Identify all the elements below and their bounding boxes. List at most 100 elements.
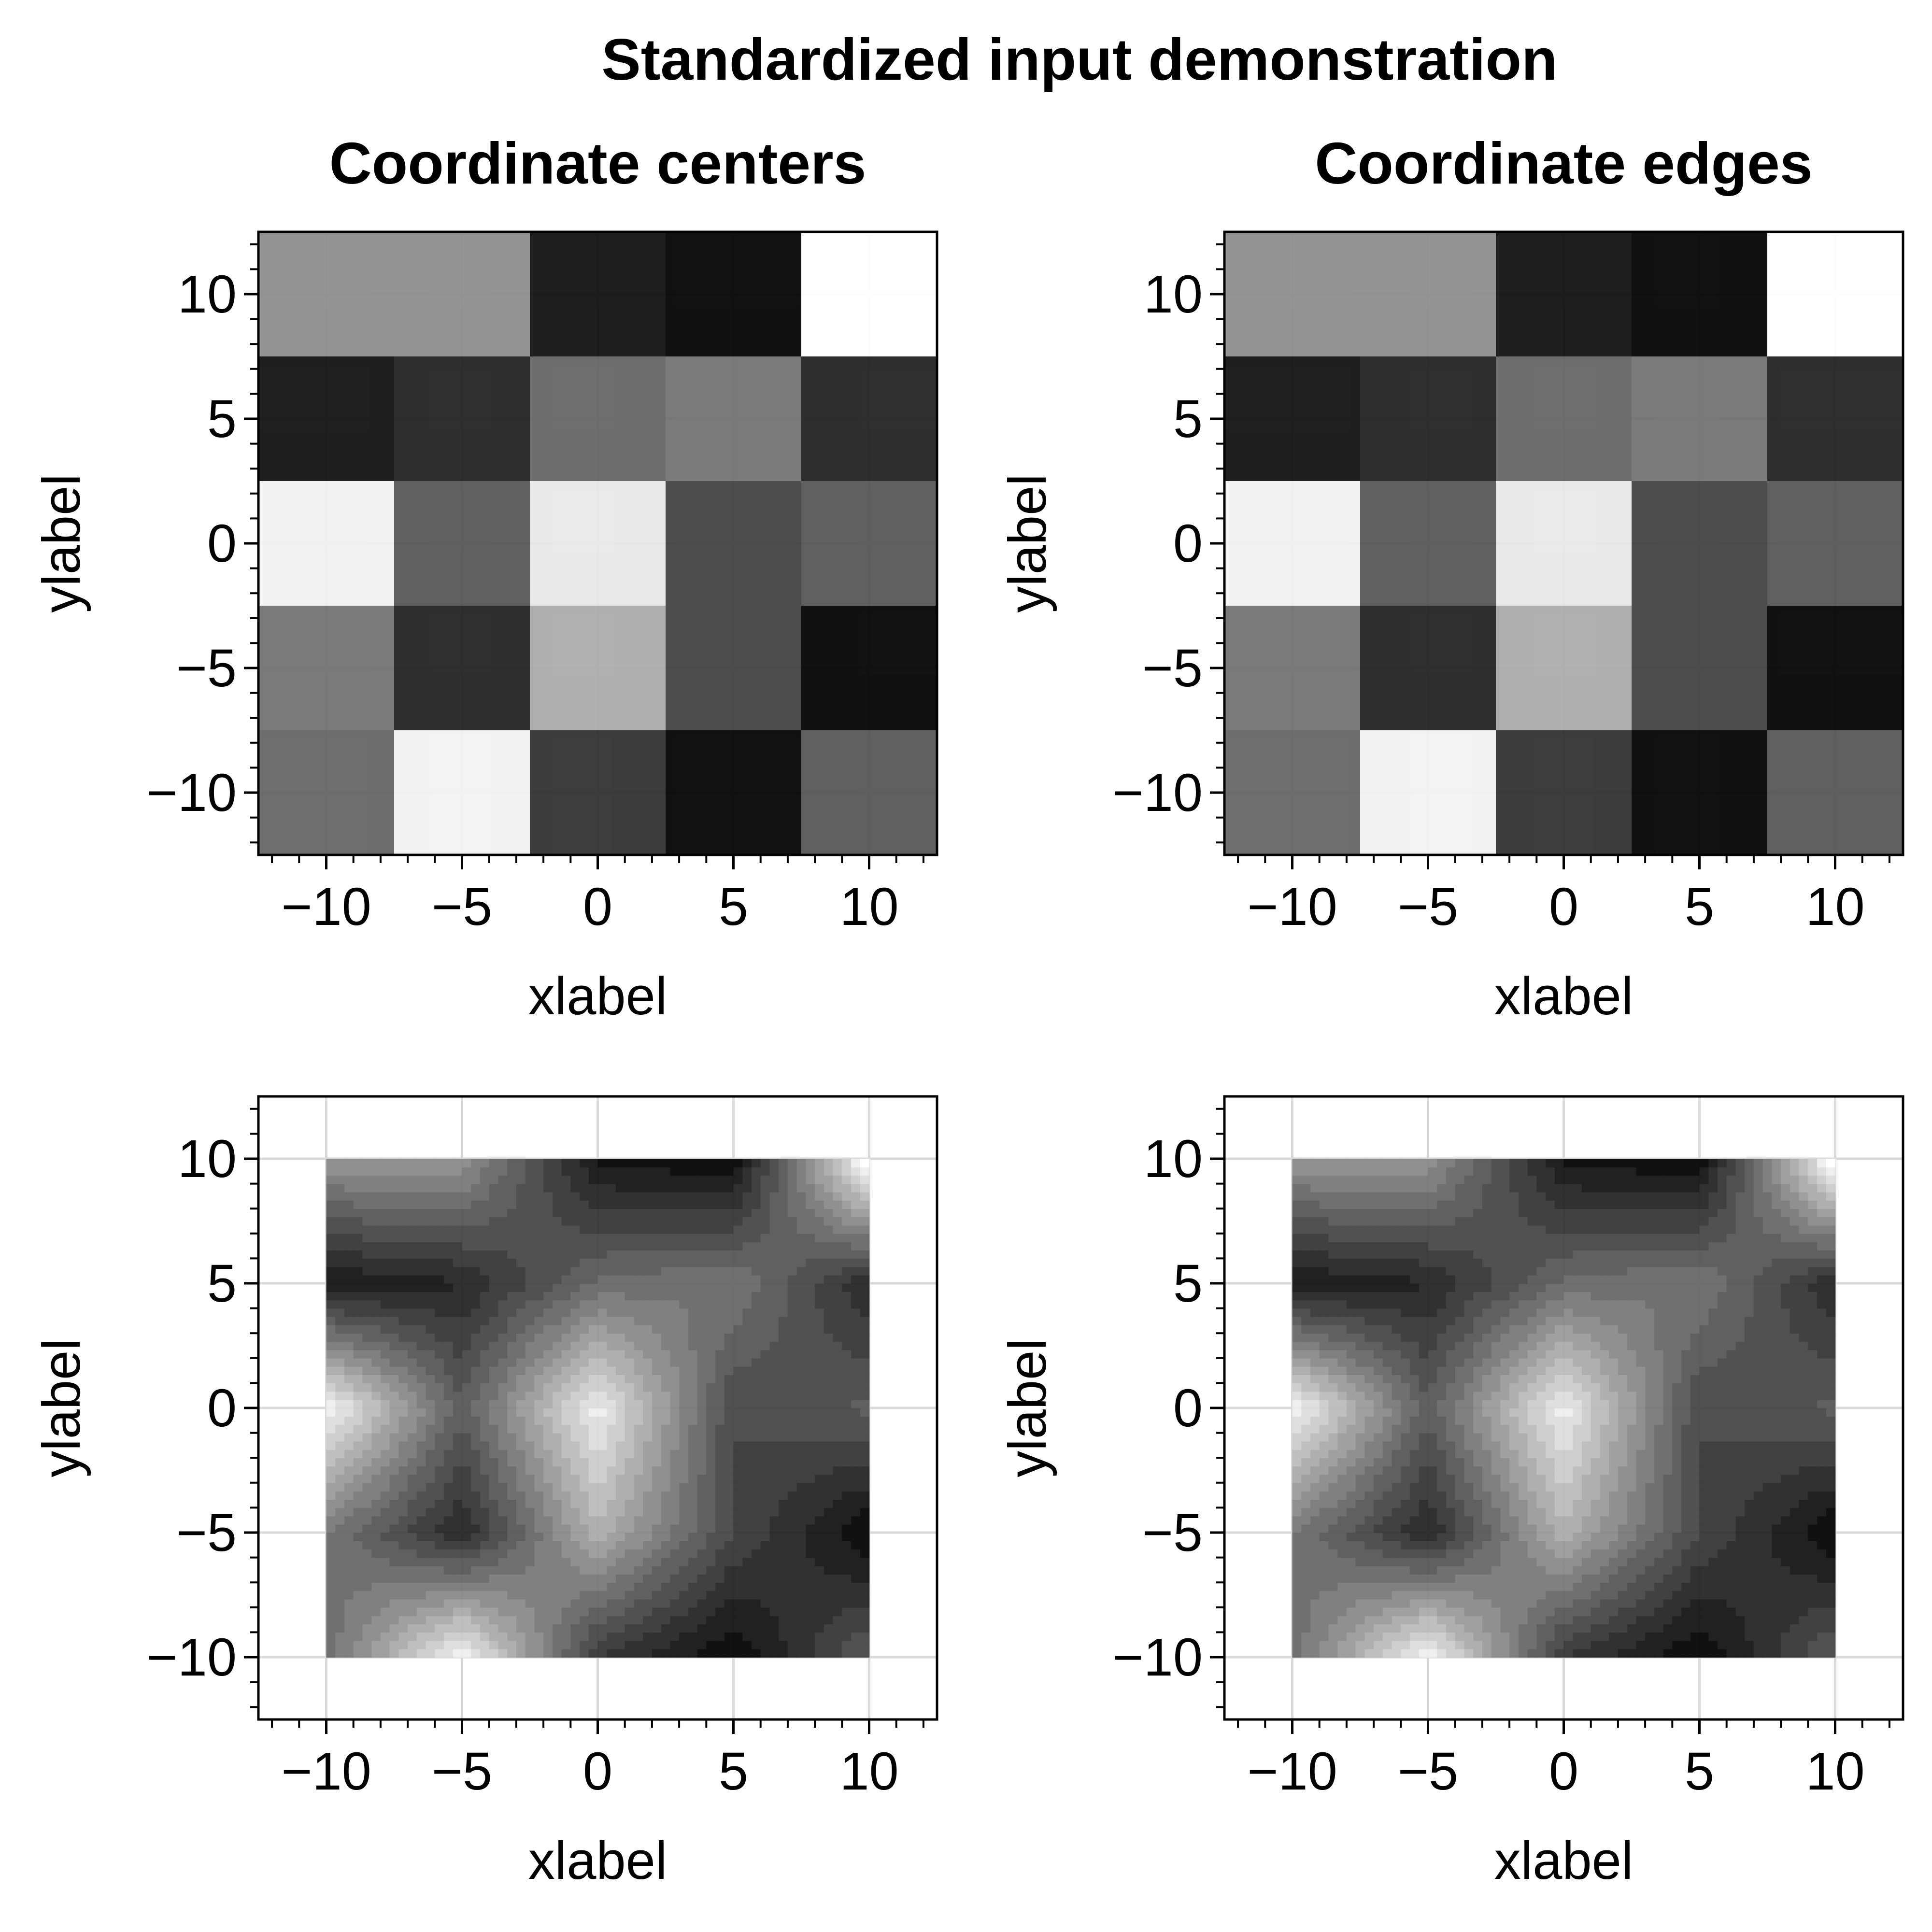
contour-cell bbox=[561, 1300, 571, 1309]
contour-cell bbox=[561, 1217, 571, 1226]
contour-cell bbox=[1527, 1599, 1537, 1608]
contour-cell bbox=[779, 1258, 788, 1267]
contour-cell bbox=[444, 1507, 454, 1517]
contour-cell bbox=[1591, 1599, 1601, 1608]
contour-cell bbox=[824, 1607, 834, 1616]
contour-cell bbox=[697, 1466, 707, 1475]
contour-cell bbox=[706, 1225, 716, 1234]
contour-cell bbox=[1482, 1591, 1492, 1600]
contour-cell bbox=[335, 1225, 345, 1234]
contour-cell bbox=[1437, 1516, 1447, 1525]
contour-cell bbox=[380, 1233, 390, 1242]
contour-cell bbox=[1455, 1557, 1465, 1566]
contour-cell bbox=[534, 1441, 544, 1450]
contour-cell bbox=[1781, 1541, 1790, 1550]
contour-cell bbox=[408, 1408, 417, 1417]
contour-cell bbox=[471, 1233, 481, 1242]
contour-cell bbox=[643, 1192, 653, 1201]
contour-cell bbox=[362, 1200, 372, 1209]
contour-cell bbox=[842, 1482, 852, 1492]
contour-cell bbox=[615, 1308, 625, 1317]
contour-cell bbox=[1600, 1607, 1609, 1616]
contour-cell bbox=[1527, 1533, 1537, 1541]
contour-cell bbox=[715, 1591, 725, 1600]
contour-cell bbox=[543, 1441, 553, 1450]
contour-cell bbox=[1437, 1524, 1447, 1533]
contour-cell bbox=[1419, 1533, 1429, 1541]
contour-cell bbox=[679, 1208, 689, 1218]
contour-cell bbox=[1419, 1541, 1429, 1550]
contour-cell bbox=[344, 1383, 354, 1392]
contour-cell bbox=[742, 1233, 752, 1242]
contour-cell bbox=[471, 1183, 481, 1193]
contour-cell bbox=[588, 1441, 598, 1450]
contour-cell bbox=[453, 1167, 463, 1176]
contour-cell bbox=[444, 1383, 454, 1392]
contour-cell bbox=[335, 1549, 345, 1558]
contour-cell bbox=[688, 1482, 698, 1492]
contour-cell bbox=[1455, 1499, 1465, 1508]
contour-cell bbox=[715, 1607, 725, 1616]
contour-cell bbox=[1401, 1524, 1410, 1533]
contour-cell bbox=[615, 1391, 625, 1400]
contour-cell bbox=[534, 1624, 544, 1633]
contour-cell bbox=[787, 1449, 797, 1458]
contour-cell bbox=[1609, 1574, 1619, 1583]
contour-cell bbox=[733, 1433, 743, 1442]
contour-cell bbox=[1455, 1632, 1465, 1641]
contour-cell bbox=[824, 1167, 834, 1176]
contour-cell bbox=[1663, 1516, 1673, 1525]
contour-cell bbox=[815, 1533, 824, 1541]
contour-cell bbox=[724, 1533, 734, 1541]
contour-cell bbox=[552, 1325, 562, 1334]
contour-cell bbox=[408, 1591, 417, 1600]
contour-cell bbox=[607, 1358, 616, 1367]
contour-cell bbox=[326, 1242, 336, 1250]
contour-cell bbox=[580, 1416, 589, 1425]
contour-cell bbox=[787, 1325, 797, 1334]
contour-cell bbox=[1663, 1640, 1673, 1649]
contour-cell bbox=[435, 1399, 444, 1408]
contour-cell bbox=[498, 1183, 508, 1193]
contour-cell bbox=[851, 1474, 861, 1483]
contour-cell bbox=[580, 1167, 589, 1176]
contour-cell bbox=[1554, 1624, 1564, 1633]
contour-cell bbox=[462, 1582, 472, 1591]
contour-cell bbox=[543, 1341, 553, 1350]
contour-cell bbox=[1374, 1516, 1383, 1525]
contour-cell bbox=[625, 1350, 635, 1359]
contour-cell bbox=[688, 1233, 698, 1242]
contour-cell bbox=[344, 1433, 354, 1442]
contour-cell bbox=[408, 1507, 417, 1517]
contour-cell bbox=[453, 1524, 463, 1533]
contour-cell bbox=[1382, 1524, 1392, 1533]
contour-cell bbox=[824, 1482, 834, 1492]
contour-cell bbox=[806, 1574, 815, 1583]
contour-cell bbox=[643, 1333, 653, 1342]
contour-cell bbox=[760, 1599, 770, 1608]
contour-cell bbox=[1609, 1607, 1619, 1616]
contour-cell bbox=[398, 1482, 408, 1492]
contour-cell bbox=[733, 1482, 743, 1492]
contour-cell bbox=[1636, 1516, 1646, 1525]
contour-cell bbox=[1627, 1549, 1637, 1558]
contour-cell bbox=[380, 1591, 390, 1600]
contour-cell bbox=[670, 1507, 680, 1517]
contour-cell bbox=[1364, 1616, 1374, 1624]
contour-cell bbox=[697, 1616, 707, 1624]
contour-cell bbox=[1410, 1507, 1420, 1517]
contour-cell bbox=[426, 1582, 436, 1591]
contour-cell bbox=[498, 1316, 508, 1325]
contour-cell bbox=[842, 1208, 852, 1218]
contour-cell bbox=[389, 1325, 399, 1334]
contour-cell bbox=[1781, 1616, 1790, 1624]
contour-cell bbox=[552, 1474, 562, 1483]
contour-cell bbox=[597, 1375, 608, 1384]
contour-cell bbox=[580, 1482, 589, 1492]
contour-cell bbox=[697, 1275, 707, 1284]
contour-cell bbox=[1753, 1624, 1763, 1633]
contour-cell bbox=[751, 1524, 761, 1533]
contour-cell bbox=[643, 1648, 653, 1658]
contour-cell bbox=[326, 1499, 336, 1508]
contour-cell bbox=[552, 1167, 562, 1176]
